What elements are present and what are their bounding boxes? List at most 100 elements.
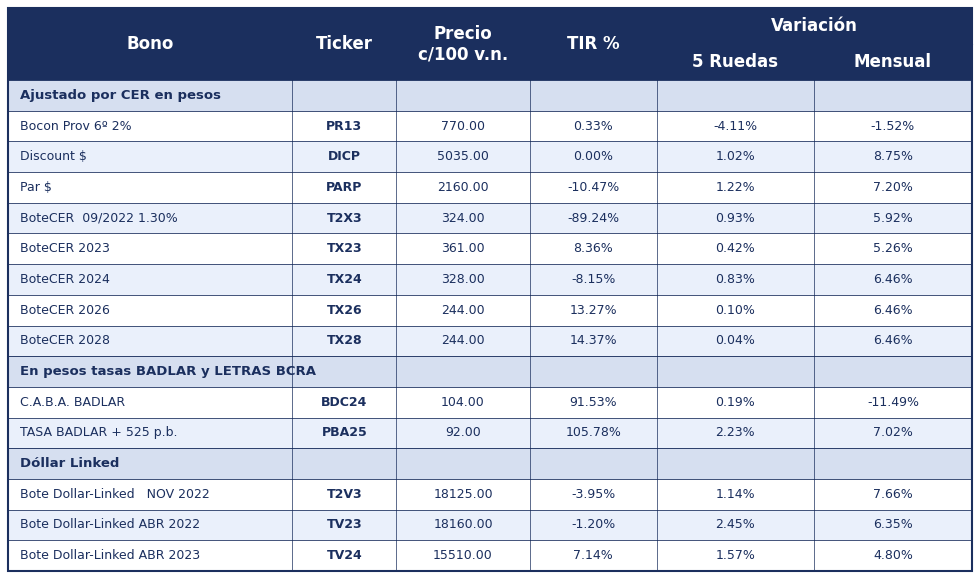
Bar (8, 111, 972, 141)
Text: TX24: TX24 (326, 273, 363, 286)
Text: TX28: TX28 (326, 334, 363, 347)
Text: -8.15%: -8.15% (571, 273, 615, 286)
Text: Bote Dollar-Linked   NOV 2022: Bote Dollar-Linked NOV 2022 (20, 488, 210, 501)
Text: PBA25: PBA25 (321, 426, 368, 439)
Text: Ticker: Ticker (316, 35, 373, 53)
Text: 5 Ruedas: 5 Ruedas (692, 53, 778, 71)
Text: 324.00: 324.00 (441, 211, 485, 225)
Bar (8, 8, 972, 80)
Text: BoteCER  09/2022 1.30%: BoteCER 09/2022 1.30% (20, 211, 177, 225)
Text: 7.20%: 7.20% (873, 181, 913, 194)
Text: Bono: Bono (126, 35, 173, 53)
Bar (8, 510, 972, 540)
Text: 1.02%: 1.02% (715, 150, 756, 163)
Bar (8, 417, 972, 448)
Text: -10.47%: -10.47% (567, 181, 619, 194)
Text: Bote Dollar-Linked ABR 2022: Bote Dollar-Linked ABR 2022 (20, 518, 200, 532)
Text: 7.66%: 7.66% (873, 488, 912, 501)
Bar (8, 325, 972, 356)
Text: BoteCER 2026: BoteCER 2026 (20, 303, 110, 317)
Text: Dóllar Linked: Dóllar Linked (20, 457, 120, 470)
Bar (8, 356, 972, 387)
Text: 18125.00: 18125.00 (433, 488, 493, 501)
Text: 13.27%: 13.27% (569, 303, 617, 317)
Text: 15510.00: 15510.00 (433, 549, 493, 562)
Text: 7.02%: 7.02% (873, 426, 913, 439)
Text: Par $: Par $ (20, 181, 52, 194)
Text: TV23: TV23 (326, 518, 363, 532)
Text: 0.00%: 0.00% (573, 150, 613, 163)
Text: 1.14%: 1.14% (715, 488, 756, 501)
Text: Variación: Variación (771, 17, 858, 35)
Text: 2160.00: 2160.00 (437, 181, 489, 194)
Text: 7.14%: 7.14% (573, 549, 613, 562)
Text: 0.42%: 0.42% (715, 242, 756, 255)
Text: Mensual: Mensual (854, 53, 932, 71)
Text: PR13: PR13 (326, 119, 363, 133)
Bar (8, 233, 972, 264)
Text: BoteCER 2023: BoteCER 2023 (20, 242, 110, 255)
Bar (8, 264, 972, 295)
Text: 5035.00: 5035.00 (437, 150, 489, 163)
Bar (8, 479, 972, 510)
Text: 92.00: 92.00 (445, 426, 481, 439)
Text: 104.00: 104.00 (441, 395, 485, 409)
Text: 0.19%: 0.19% (715, 395, 756, 409)
Text: Discount $: Discount $ (20, 150, 87, 163)
Text: 5.92%: 5.92% (873, 211, 912, 225)
Text: -1.20%: -1.20% (571, 518, 615, 532)
Text: 1.57%: 1.57% (715, 549, 756, 562)
Text: Bote Dollar-Linked ABR 2023: Bote Dollar-Linked ABR 2023 (20, 549, 200, 562)
Bar (8, 387, 972, 417)
Bar (8, 141, 972, 172)
Text: 0.10%: 0.10% (715, 303, 756, 317)
Text: -3.95%: -3.95% (571, 488, 615, 501)
Bar (8, 295, 972, 325)
Text: 105.78%: 105.78% (565, 426, 621, 439)
Text: 328.00: 328.00 (441, 273, 485, 286)
Bar (8, 203, 972, 233)
Text: 0.93%: 0.93% (715, 211, 756, 225)
Text: 8.36%: 8.36% (573, 242, 613, 255)
Text: TASA BADLAR + 525 p.b.: TASA BADLAR + 525 p.b. (20, 426, 177, 439)
Text: 4.80%: 4.80% (873, 549, 913, 562)
Text: 5.26%: 5.26% (873, 242, 912, 255)
Bar (8, 540, 972, 571)
Text: T2V3: T2V3 (326, 488, 363, 501)
Text: 2.23%: 2.23% (715, 426, 756, 439)
Text: 6.46%: 6.46% (873, 334, 912, 347)
Text: -4.11%: -4.11% (713, 119, 758, 133)
Text: C.A.B.A. BADLAR: C.A.B.A. BADLAR (20, 395, 125, 409)
Text: BoteCER 2028: BoteCER 2028 (20, 334, 110, 347)
Text: 1.22%: 1.22% (715, 181, 756, 194)
Text: 361.00: 361.00 (441, 242, 485, 255)
Text: -1.52%: -1.52% (871, 119, 915, 133)
Text: 18160.00: 18160.00 (433, 518, 493, 532)
Text: 91.53%: 91.53% (569, 395, 617, 409)
Bar (8, 172, 972, 203)
Text: TIR %: TIR % (566, 35, 619, 53)
Text: 8.75%: 8.75% (873, 150, 913, 163)
Text: BDC24: BDC24 (321, 395, 368, 409)
Text: TX26: TX26 (326, 303, 363, 317)
Text: 6.46%: 6.46% (873, 273, 912, 286)
Text: -89.24%: -89.24% (567, 211, 619, 225)
Text: TV24: TV24 (326, 549, 363, 562)
Text: 14.37%: 14.37% (569, 334, 617, 347)
Text: 6.46%: 6.46% (873, 303, 912, 317)
Text: 244.00: 244.00 (441, 334, 485, 347)
Bar (8, 448, 972, 479)
Bar (8, 80, 972, 111)
Text: Precio
c/100 v.n.: Precio c/100 v.n. (417, 24, 509, 63)
Text: 2.45%: 2.45% (715, 518, 756, 532)
Text: TX23: TX23 (326, 242, 363, 255)
Text: 244.00: 244.00 (441, 303, 485, 317)
Text: 0.33%: 0.33% (573, 119, 613, 133)
Text: PARP: PARP (326, 181, 363, 194)
Text: -11.49%: -11.49% (867, 395, 919, 409)
Text: BoteCER 2024: BoteCER 2024 (20, 273, 110, 286)
Text: En pesos tasas BADLAR y LETRAS BCRA: En pesos tasas BADLAR y LETRAS BCRA (20, 365, 316, 378)
Text: Bocon Prov 6º 2%: Bocon Prov 6º 2% (20, 119, 131, 133)
Text: 6.35%: 6.35% (873, 518, 912, 532)
Text: 0.04%: 0.04% (715, 334, 756, 347)
